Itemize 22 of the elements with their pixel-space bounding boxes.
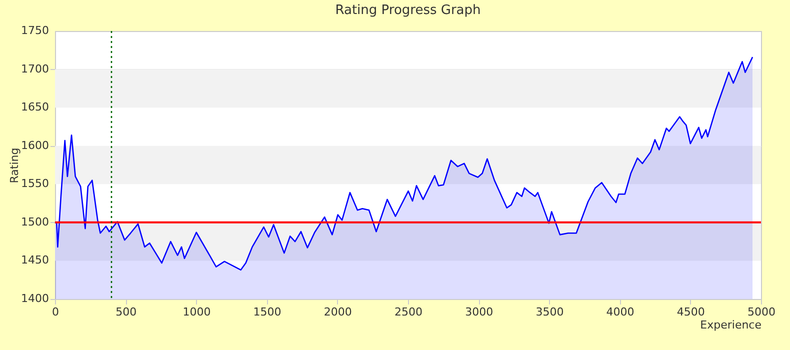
y-axis-title: Rating: [8, 148, 21, 184]
x-axis-title: Experience: [700, 318, 762, 332]
y-tick-label: 1400: [21, 292, 49, 305]
x-tick-label: 2000: [324, 306, 352, 318]
x-tick-label: 4500: [676, 306, 705, 318]
x-tick-label: 4000: [606, 306, 634, 318]
y-tick-label: 1700: [21, 62, 49, 76]
y-tick-label: 1550: [21, 177, 49, 190]
x-tick-label: 3000: [465, 306, 494, 318]
x-tick-label: 5000: [748, 306, 776, 318]
x-tick-label: 2500: [394, 306, 422, 318]
x-tick-label: 3500: [536, 306, 564, 318]
y-tick-label: 1600: [21, 138, 49, 152]
chart-title: Rating Progress Graph: [335, 3, 481, 18]
y-tick-label: 1500: [21, 215, 49, 228]
x-tick-label: 1500: [253, 306, 282, 318]
y-tick-label: 1750: [21, 24, 49, 37]
x-tick-label: 0: [52, 306, 59, 318]
y-tick-label: 1450: [21, 254, 49, 267]
x-tick-label: 1000: [182, 306, 211, 318]
y-tick-label: 1650: [21, 100, 49, 114]
x-tick-label: 500: [116, 306, 137, 318]
